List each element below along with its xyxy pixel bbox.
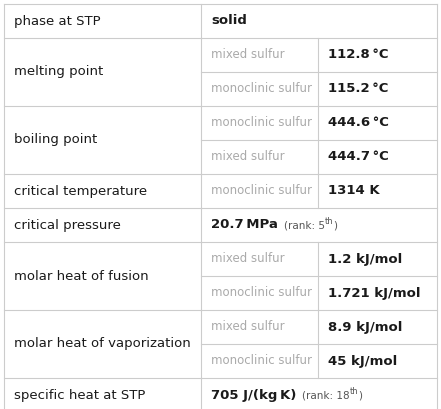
Text: ): ) <box>359 390 363 400</box>
Text: ): ) <box>333 220 337 230</box>
Text: monoclinic sulfur: monoclinic sulfur <box>211 355 312 368</box>
Text: molar heat of fusion: molar heat of fusion <box>14 270 149 283</box>
Text: 1.2 kJ/mol: 1.2 kJ/mol <box>328 252 402 265</box>
Text: boiling point: boiling point <box>14 133 97 146</box>
Text: solid: solid <box>211 14 247 27</box>
Text: (rank: 5: (rank: 5 <box>284 220 325 230</box>
Text: phase at STP: phase at STP <box>14 14 101 27</box>
Text: 444.7 °C: 444.7 °C <box>328 151 389 164</box>
Text: 705 J/(kg K): 705 J/(kg K) <box>211 389 296 402</box>
Text: 1314 K: 1314 K <box>328 184 380 198</box>
Text: molar heat of vaporization: molar heat of vaporization <box>14 337 191 351</box>
Text: monoclinic sulfur: monoclinic sulfur <box>211 83 312 95</box>
Text: monoclinic sulfur: monoclinic sulfur <box>211 184 312 198</box>
Text: 112.8 °C: 112.8 °C <box>328 49 389 61</box>
Text: 45 kJ/mol: 45 kJ/mol <box>328 355 397 368</box>
Text: mixed sulfur: mixed sulfur <box>211 151 284 164</box>
Text: critical temperature: critical temperature <box>14 184 147 198</box>
Text: specific heat at STP: specific heat at STP <box>14 389 146 402</box>
Text: mixed sulfur: mixed sulfur <box>211 49 284 61</box>
Text: monoclinic sulfur: monoclinic sulfur <box>211 117 312 130</box>
Text: mixed sulfur: mixed sulfur <box>211 321 284 333</box>
Text: th: th <box>350 387 359 396</box>
Text: th: th <box>325 216 333 225</box>
Text: melting point: melting point <box>14 65 103 79</box>
Text: 8.9 kJ/mol: 8.9 kJ/mol <box>328 321 402 333</box>
Text: (rank: 18: (rank: 18 <box>303 390 350 400</box>
Text: 115.2 °C: 115.2 °C <box>328 83 388 95</box>
Text: 444.6 °C: 444.6 °C <box>328 117 389 130</box>
Text: monoclinic sulfur: monoclinic sulfur <box>211 286 312 299</box>
Text: mixed sulfur: mixed sulfur <box>211 252 284 265</box>
Text: critical pressure: critical pressure <box>14 218 121 231</box>
Text: 1.721 kJ/mol: 1.721 kJ/mol <box>328 286 420 299</box>
Text: 20.7 MPa: 20.7 MPa <box>211 218 278 231</box>
